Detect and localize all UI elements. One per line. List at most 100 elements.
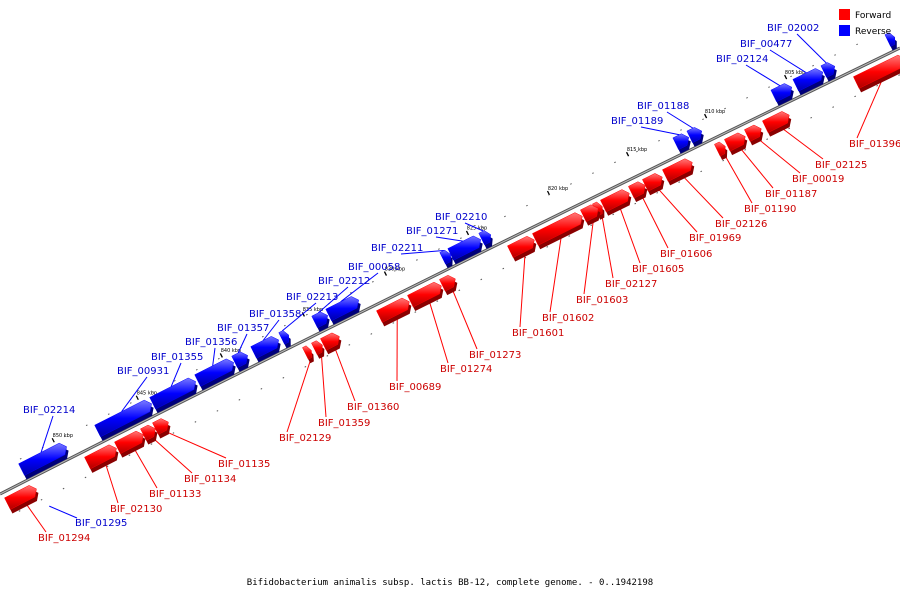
gene-label[interactable]: BIF_01133 bbox=[149, 489, 201, 500]
reverse-gene-arrow[interactable] bbox=[325, 296, 361, 325]
gene-label[interactable]: BIF_00477 bbox=[740, 39, 792, 50]
gene-label[interactable]: BIF_01602 bbox=[542, 313, 594, 324]
forward-gene-arrow[interactable] bbox=[762, 111, 792, 137]
gene-label[interactable]: BIF_00931 bbox=[117, 366, 169, 377]
label-leaders bbox=[24, 33, 885, 533]
gene-label[interactable]: BIF_01603 bbox=[576, 295, 628, 306]
gene-label[interactable]: BIF_00689 bbox=[389, 382, 441, 393]
reverse-gene-arrow[interactable] bbox=[672, 133, 691, 154]
gene-label[interactable]: BIF_01134 bbox=[184, 474, 236, 485]
gene-label[interactable]: BIF_00019 bbox=[792, 174, 844, 185]
gene-label[interactable]: BIF_00058 bbox=[348, 262, 400, 273]
gene-label[interactable]: BIF_01273 bbox=[469, 350, 521, 361]
forward-gene-arrow[interactable] bbox=[714, 141, 728, 160]
forward-gene-arrow[interactable] bbox=[744, 124, 764, 146]
gene-label[interactable]: BIF_01295 bbox=[75, 518, 127, 529]
forward-gene-arrow[interactable] bbox=[853, 54, 900, 93]
gene-label[interactable]: BIF_01606 bbox=[660, 249, 712, 260]
gene-label[interactable]: BIF_02211 bbox=[371, 243, 423, 254]
gene-label[interactable]: BIF_01135 bbox=[218, 459, 270, 470]
gene-label[interactable]: BIF_01358 bbox=[249, 309, 301, 320]
gene-label[interactable]: BIF_01359 bbox=[318, 418, 370, 429]
gene-label[interactable]: BIF_02129 bbox=[279, 433, 331, 444]
forward-gene-arrow[interactable] bbox=[407, 281, 444, 311]
reverse-gene-arrow[interactable] bbox=[439, 249, 453, 269]
scale-tick-label: 810 kbp bbox=[705, 109, 725, 115]
reverse-gene-arrow[interactable] bbox=[820, 62, 837, 82]
forward-gene-arrow[interactable] bbox=[320, 332, 342, 355]
gene-label[interactable]: BIF_02210 bbox=[435, 212, 487, 223]
gene-label[interactable]: BIF_01190 bbox=[744, 204, 796, 215]
scale-tick-label: 805 kbp bbox=[785, 70, 805, 76]
gene-label[interactable]: BIF_01274 bbox=[440, 364, 492, 375]
forward-gene-arrow[interactable] bbox=[600, 189, 632, 216]
gene-label[interactable]: BIF_02126 bbox=[715, 219, 767, 230]
gene-label[interactable]: BIF_02214 bbox=[23, 405, 75, 416]
scale-tick-label: 840 kbp bbox=[221, 348, 241, 354]
forward-gene-arrow[interactable] bbox=[628, 181, 648, 203]
reverse-gene-arrow[interactable] bbox=[250, 336, 281, 363]
gene-label[interactable]: BIF_02002 bbox=[767, 23, 819, 34]
gene-label[interactable]: BIF_01396 bbox=[849, 139, 900, 150]
gene-label[interactable]: BIF_02213 bbox=[286, 292, 338, 303]
gene-label[interactable]: BIF_01187 bbox=[765, 189, 817, 200]
reverse-gene-arrow[interactable] bbox=[194, 358, 236, 391]
gene-label[interactable]: BIF_01360 bbox=[347, 402, 399, 413]
reverse-gene-arrow[interactable] bbox=[478, 230, 493, 249]
reverse-gene-arrow[interactable] bbox=[278, 330, 291, 349]
gene-label[interactable]: BIF_01271 bbox=[406, 226, 458, 237]
scale-tick-mark bbox=[465, 230, 470, 236]
reverse-gene-arrow[interactable] bbox=[792, 68, 825, 96]
gene-label[interactable]: BIF_01601 bbox=[512, 328, 564, 339]
gene-label[interactable]: BIF_01189 bbox=[611, 116, 663, 127]
gene-label[interactable]: BIF_01188 bbox=[637, 101, 689, 112]
legend-label-forward: Forward bbox=[855, 11, 891, 21]
forward-gene-arrow[interactable] bbox=[376, 297, 412, 327]
forward-gene-arrow[interactable] bbox=[439, 274, 458, 296]
reverse-gene-arrow[interactable] bbox=[94, 399, 154, 441]
gene-label[interactable]: BIF_02125 bbox=[815, 160, 867, 171]
forward-gene-arrow[interactable] bbox=[311, 340, 325, 359]
reverse-gene-arrow[interactable] bbox=[686, 127, 704, 147]
forward-gene-arrow[interactable] bbox=[532, 212, 585, 250]
reverse-gene-arrow[interactable] bbox=[447, 235, 483, 265]
gene-label[interactable]: BIF_02212 bbox=[318, 276, 370, 287]
scale-tick-label: 850 kbp bbox=[53, 433, 73, 439]
gene-label[interactable]: BIF_01969 bbox=[689, 233, 741, 244]
forward-gene-arrow[interactable] bbox=[4, 485, 39, 514]
reverse-gene-arrow[interactable] bbox=[884, 32, 897, 51]
gene-label[interactable]: BIF_01357 bbox=[217, 323, 269, 334]
scale-tick-mark bbox=[135, 395, 139, 401]
forward-gene-arrow[interactable] bbox=[642, 173, 665, 196]
minor-ticks bbox=[18, 32, 900, 512]
gene-label[interactable]: BIF_02130 bbox=[110, 504, 162, 515]
forward-gene-arrow[interactable] bbox=[580, 204, 601, 226]
reverse-gene-arrow[interactable] bbox=[231, 351, 250, 372]
forward-gene-arrow[interactable] bbox=[84, 444, 119, 473]
forward-gene-arrow[interactable] bbox=[507, 235, 537, 262]
reverse-gene-arrow[interactable] bbox=[149, 377, 198, 413]
gene-features bbox=[4, 32, 900, 514]
scale-tick-mark bbox=[784, 74, 788, 80]
forward-gene-arrow[interactable] bbox=[152, 418, 171, 439]
gene-label[interactable]: BIF_02124 bbox=[716, 54, 768, 65]
forward-gene-arrow[interactable] bbox=[140, 424, 158, 445]
gene-label[interactable]: BIF_01355 bbox=[151, 352, 203, 363]
forward-gene-arrow[interactable] bbox=[302, 345, 314, 364]
reverse-gene-arrow[interactable] bbox=[18, 442, 69, 480]
scale-tick-label: 815 kbp bbox=[627, 147, 647, 153]
gene-label[interactable]: BIF_01605 bbox=[632, 264, 684, 275]
gene-label[interactable]: BIF_01356 bbox=[185, 337, 237, 348]
forward-gene-arrow[interactable] bbox=[724, 132, 748, 156]
reverse-gene-arrow[interactable] bbox=[311, 311, 330, 332]
gene-label[interactable]: BIF_02127 bbox=[605, 279, 657, 290]
reverse-gene-arrow[interactable] bbox=[770, 83, 794, 106]
scale-tick-label: 835 kbp bbox=[303, 307, 323, 313]
scale-tick-label: 820 kbp bbox=[548, 186, 568, 192]
forward-gene-arrow[interactable] bbox=[114, 430, 146, 458]
legend-label-reverse: Reverse bbox=[855, 27, 892, 37]
scale-tick-mark bbox=[219, 353, 223, 358]
gene-label[interactable]: BIF_01294 bbox=[38, 533, 90, 544]
forward-gene-arrow[interactable] bbox=[662, 158, 695, 186]
